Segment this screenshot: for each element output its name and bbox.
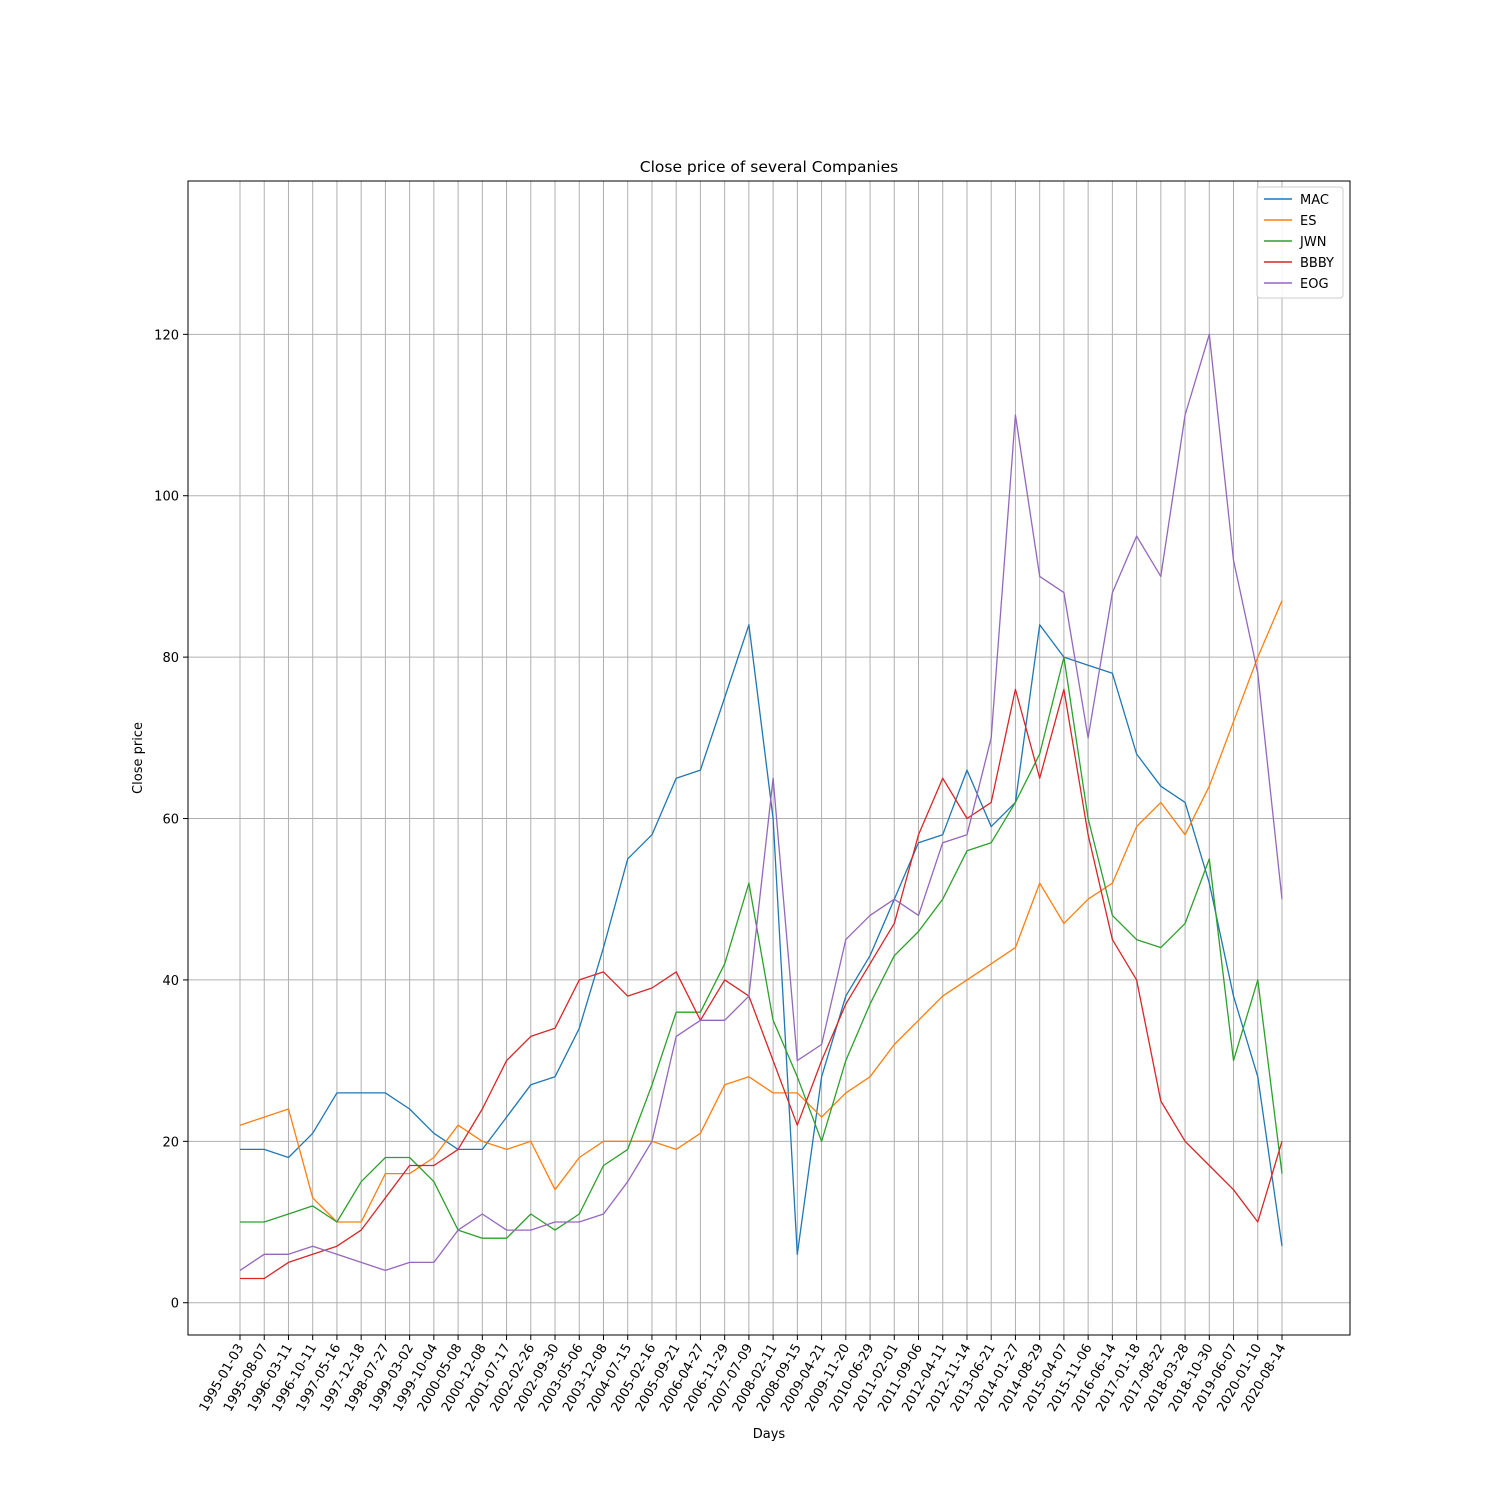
y-tick-label: 0 (171, 1297, 179, 1312)
series-line-mac (240, 624, 1283, 1255)
y-tick-label: 80 (162, 651, 179, 666)
series-line-bbby (240, 688, 1283, 1280)
y-tick-label: 60 (162, 813, 179, 828)
y-axis-ticks: 0 20 40 60 80 100 120 (154, 328, 188, 1312)
x-axis-ticks: 1995-01-031995-08-071996-03-111996-10-11… (197, 1335, 1289, 1414)
y-tick-label: 40 (162, 974, 179, 989)
chart-title: Close price of several Companies (640, 158, 898, 176)
y-tick-label: 20 (162, 1135, 179, 1150)
legend-label-bbby: BBBY (1300, 256, 1334, 271)
series-line-jwn (240, 656, 1283, 1239)
y-tick-label: 100 (154, 490, 179, 505)
legend-label-eog: EOG (1300, 277, 1329, 292)
series-line-eog (239, 333, 1283, 1272)
y-tick-label: 120 (154, 328, 179, 343)
x-axis-label: Days (753, 1427, 786, 1442)
legend-label-es: ES (1300, 214, 1316, 229)
legend: MAC ES JWN BBBY EOG (1256, 186, 1344, 299)
grid-lines (188, 181, 1350, 1335)
plot-frame (187, 180, 1351, 1336)
series-lines (239, 333, 1283, 1280)
series-line-es (239, 600, 1283, 1223)
y-axis-label: Close price (131, 722, 146, 794)
legend-box (1256, 186, 1344, 299)
legend-label-jwn: JWN (1299, 235, 1326, 250)
legend-label-mac: MAC (1300, 193, 1329, 208)
